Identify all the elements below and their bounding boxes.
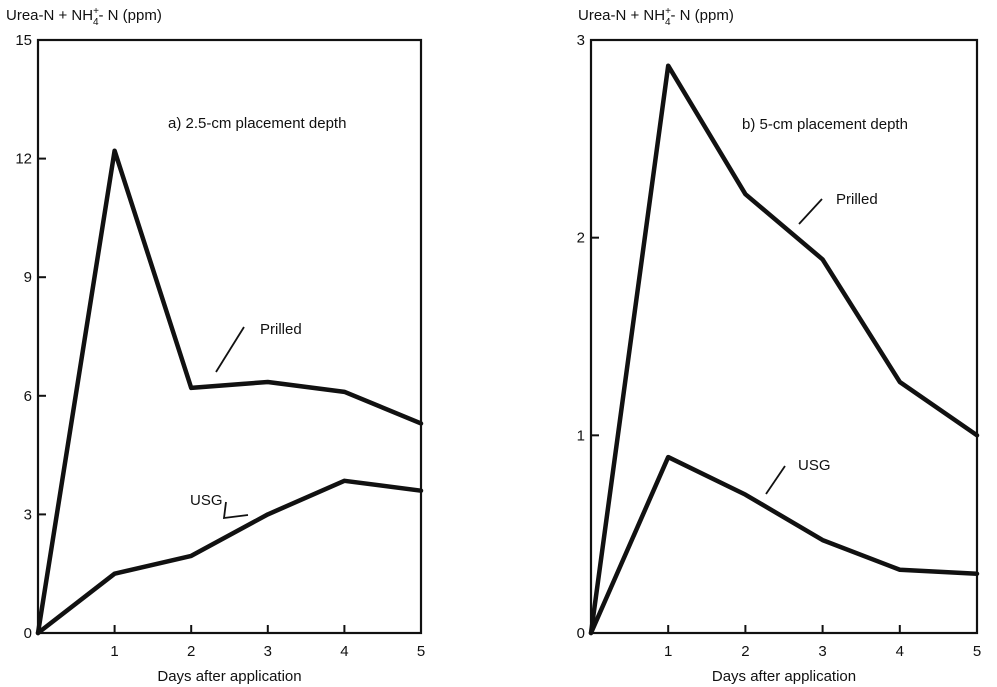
x-tick-label: 1 bbox=[110, 643, 118, 660]
series-label-prilled: Prilled bbox=[836, 191, 878, 208]
y-tick-label: 3 bbox=[24, 506, 32, 523]
y-tick-label: 0 bbox=[577, 625, 585, 642]
y-tick-label: 1 bbox=[577, 427, 585, 444]
x-tick-label: 4 bbox=[340, 643, 348, 660]
x-tick-label: 5 bbox=[417, 643, 425, 660]
x-tick-label: 3 bbox=[264, 643, 272, 660]
series-line-usg bbox=[588, 454, 980, 636]
series-label-leader bbox=[765, 465, 786, 495]
plot-frame bbox=[589, 38, 979, 635]
plot-frame bbox=[36, 38, 423, 635]
series-label-leader bbox=[798, 198, 823, 225]
y-axis-label: Urea-N + NH+ 4- N (ppm) bbox=[578, 6, 734, 28]
y-tick-label: 6 bbox=[24, 388, 32, 405]
y-tick-label: 3 bbox=[577, 32, 585, 49]
x-axis-label: Days after application bbox=[157, 668, 301, 685]
x-tick-label: 1 bbox=[664, 643, 672, 660]
series-label-prilled: Prilled bbox=[260, 321, 302, 338]
series-label-leader bbox=[215, 326, 245, 373]
x-tick-label: 5 bbox=[973, 643, 981, 660]
series-label-usg: USG bbox=[190, 492, 223, 509]
x-axis-label: Days after application bbox=[712, 668, 856, 685]
y-tick-label: 12 bbox=[15, 151, 32, 168]
series-line-prilled bbox=[35, 148, 424, 636]
y-tick-label: 9 bbox=[24, 269, 32, 286]
x-tick-label: 2 bbox=[741, 643, 749, 660]
y-tick-label: 2 bbox=[577, 230, 585, 247]
x-tick-label: 3 bbox=[818, 643, 826, 660]
y-axis-label: Urea-N + NH+ 4- N (ppm) bbox=[6, 6, 162, 28]
chart-title: b) 5-cm placement depth bbox=[742, 116, 908, 133]
chart-title: a) 2.5-cm placement depth bbox=[168, 115, 346, 132]
series-line-usg bbox=[35, 478, 424, 636]
series-line-prilled bbox=[588, 63, 980, 636]
chart-panel-b: 0 1 2 3 1 2 3 4 5 Days after application Urea-N + … bbox=[577, 6, 982, 685]
series-label-usg: USG bbox=[798, 457, 831, 474]
x-tick-label: 4 bbox=[896, 643, 904, 660]
y-tick-label: 0 bbox=[24, 625, 32, 642]
y-tick-label: 15 bbox=[15, 32, 32, 49]
x-tick-label: 2 bbox=[187, 643, 195, 660]
series-label-leader bbox=[222, 501, 249, 520]
